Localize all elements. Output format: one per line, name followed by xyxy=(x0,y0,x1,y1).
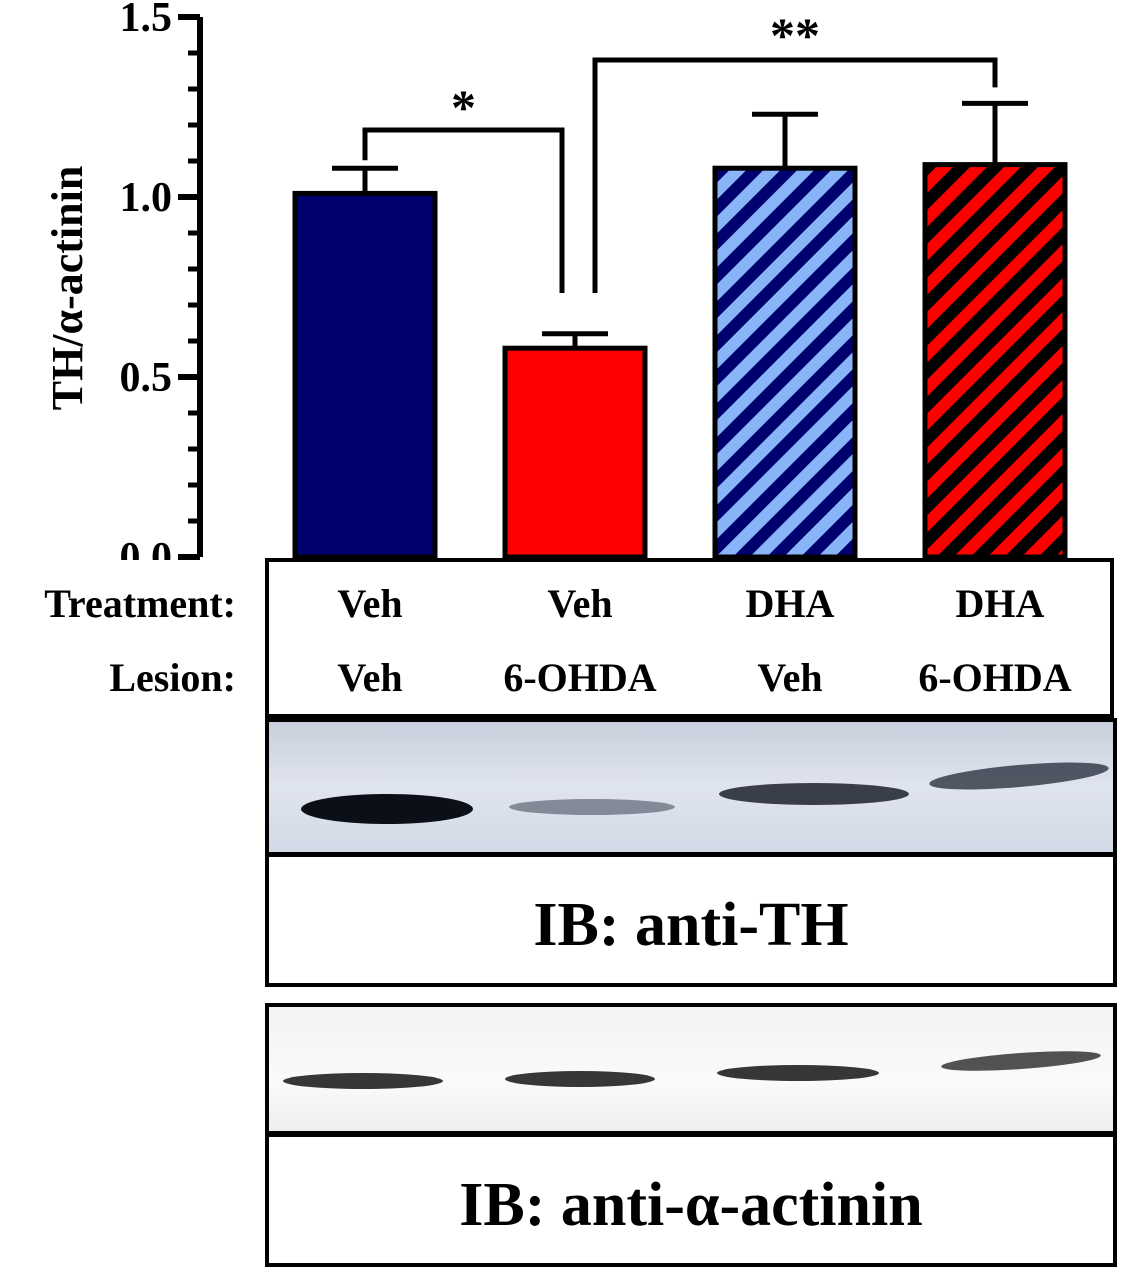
significance-bracket xyxy=(592,57,998,293)
lesion-cell: Veh xyxy=(337,655,403,700)
lesion-cell: Veh xyxy=(757,655,823,700)
y-axis-label: TH/α-actinin xyxy=(43,166,92,411)
bars xyxy=(292,100,1068,560)
actinin-label-box xyxy=(265,1133,1117,1267)
bar xyxy=(712,165,858,560)
bar xyxy=(922,162,1068,560)
y-tick-label: 1.0 xyxy=(120,175,173,221)
treatment-cell: DHA xyxy=(955,581,1045,626)
y-tick-label: 0.5 xyxy=(120,355,173,401)
th-band xyxy=(928,757,1110,795)
y-tick-label: 1.5 xyxy=(120,0,173,41)
th-blot-label: IB: anti-TH xyxy=(533,891,849,959)
treatment-row-label: Treatment: xyxy=(44,581,236,626)
significance-bracket xyxy=(362,127,565,293)
th-label-box xyxy=(265,853,1117,987)
actinin-blot-image xyxy=(265,1003,1117,1135)
treatment-cell: DHA xyxy=(745,581,835,626)
bar xyxy=(502,345,648,560)
bar xyxy=(292,190,438,560)
significance-label: ** xyxy=(770,7,820,63)
y-axis: 0.0 0.5 1.0 1.5 xyxy=(120,0,203,560)
th-blot-image xyxy=(265,718,1117,856)
th-band xyxy=(509,799,675,815)
significance-label: * xyxy=(451,79,476,135)
y-tick-label: 0.0 xyxy=(120,535,173,560)
actinin-band xyxy=(505,1071,655,1087)
bar-chart: TH/α-actinin 0.00.51.01.5 *** xyxy=(43,0,1068,560)
lesion-cell: 6-OHDA xyxy=(503,655,657,700)
actinin-band xyxy=(717,1065,879,1081)
treatment-cell: Veh xyxy=(547,581,613,626)
th-band xyxy=(719,783,909,805)
actinin-band xyxy=(283,1073,443,1089)
actinin-band xyxy=(940,1047,1102,1075)
lesion-row-label: Lesion: xyxy=(109,655,236,700)
lesion-cell: 6-OHDA xyxy=(918,655,1072,700)
treatment-cell: Veh xyxy=(337,581,403,626)
th-band xyxy=(301,794,473,824)
significance-brackets: *** xyxy=(362,7,998,293)
condition-table xyxy=(265,558,1114,718)
actinin-blot-label: IB: anti-α-actinin xyxy=(459,1171,923,1239)
